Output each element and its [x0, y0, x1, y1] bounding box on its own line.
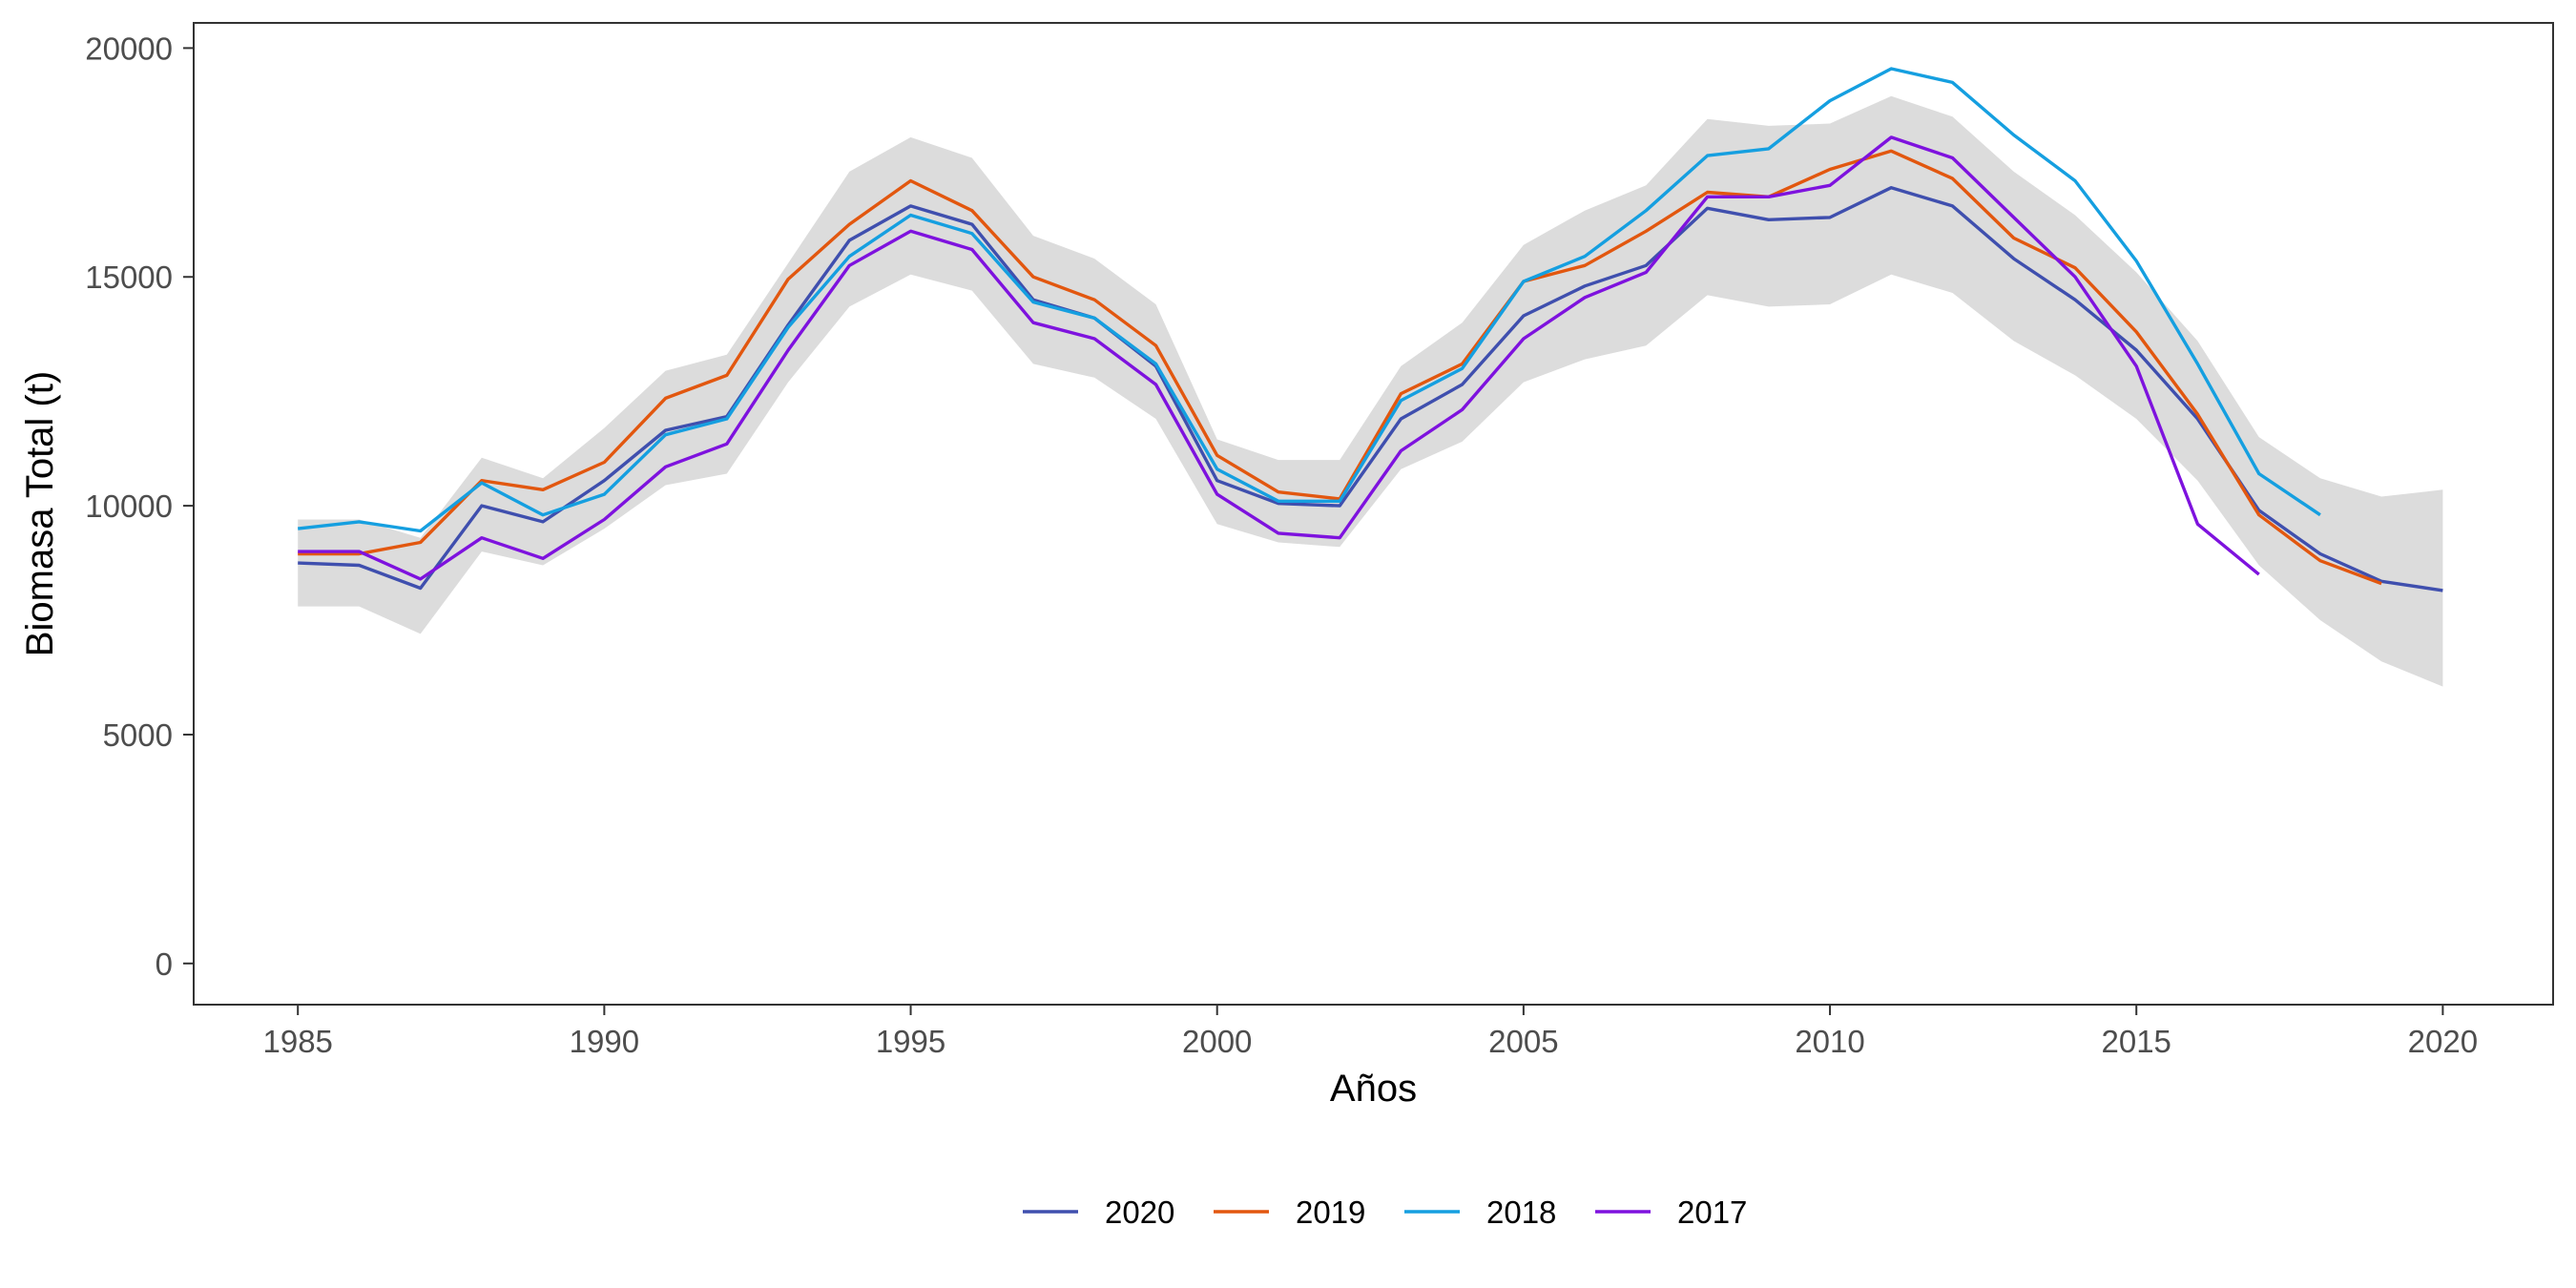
legend-item-2017: 2017 — [1595, 1195, 1747, 1230]
x-tick-label: 2005 — [1488, 1024, 1558, 1059]
x-tick-label: 2000 — [1182, 1024, 1252, 1059]
x-tick-label: 2015 — [2101, 1024, 2171, 1059]
x-axis: 1985 1990 1995 2000 2005 2010 2015 2020 — [262, 1005, 2478, 1059]
legend-item-2018: 2018 — [1404, 1195, 1556, 1230]
y-axis-title: Biomasa Total (t) — [19, 371, 61, 656]
x-tick-label: 1990 — [570, 1024, 639, 1059]
confidence-band — [298, 95, 2443, 687]
legend-item-2019: 2019 — [1214, 1195, 1365, 1230]
series-line-2020 — [298, 186, 2443, 592]
series-layer — [298, 67, 2443, 592]
legend: 2020 2019 2018 2017 — [1023, 1195, 1747, 1230]
series-line-2018 — [298, 67, 2321, 533]
y-axis: 0 5000 10000 15000 20000 — [85, 31, 194, 982]
x-axis-title: Años — [1330, 1068, 1417, 1110]
legend-label-2017: 2017 — [1677, 1195, 1747, 1230]
x-tick-label: 2020 — [2408, 1024, 2478, 1059]
y-tick-label: 5000 — [103, 717, 173, 753]
plot-panel-border — [193, 22, 2554, 1006]
y-tick-label: 15000 — [85, 260, 173, 295]
series-line-2017 — [298, 135, 2260, 581]
y-tick-label: 20000 — [85, 31, 173, 66]
legend-item-2020: 2020 — [1023, 1195, 1174, 1230]
confidence-band-layer — [298, 95, 2443, 687]
x-tick-label: 1985 — [262, 1024, 332, 1059]
y-tick-label: 0 — [156, 946, 173, 982]
legend-label-2018: 2018 — [1486, 1195, 1556, 1230]
x-tick-label: 1995 — [876, 1024, 945, 1059]
legend-label-2020: 2020 — [1105, 1195, 1174, 1230]
legend-label-2019: 2019 — [1296, 1195, 1365, 1230]
x-tick-label: 2010 — [1795, 1024, 1864, 1059]
y-tick-label: 10000 — [85, 488, 173, 524]
